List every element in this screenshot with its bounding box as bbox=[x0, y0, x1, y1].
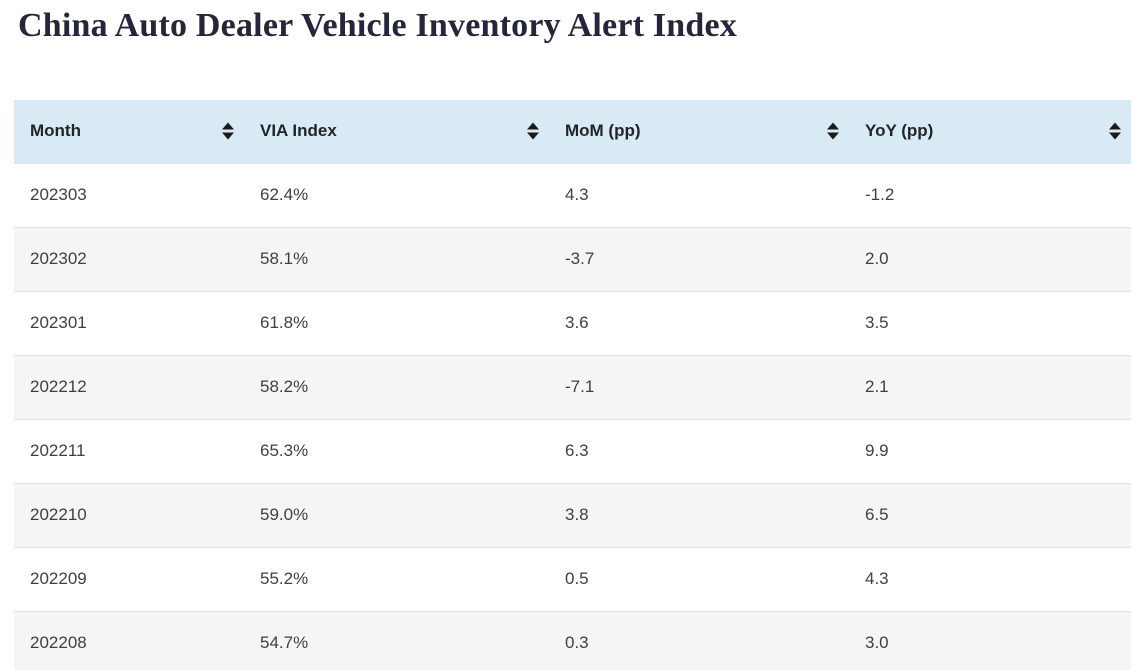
column-header-label: MoM (pp) bbox=[565, 121, 641, 141]
cell-month: 202303 bbox=[14, 162, 244, 227]
cell-mom_pp: -3.7 bbox=[549, 226, 849, 291]
sort-up-arrow bbox=[1109, 122, 1121, 130]
table-row: 202212 58.2% -7.1 2.1 bbox=[14, 354, 1131, 419]
cell-via_index: 65.3% bbox=[244, 418, 549, 483]
sort-down-arrow bbox=[222, 132, 234, 140]
table-header-row: Month VIA Index MoM (pp) YoY (pp) bbox=[14, 100, 1131, 163]
page-title: China Auto Dealer Vehicle Inventory Aler… bbox=[18, 7, 738, 44]
column-header-label: YoY (pp) bbox=[865, 121, 934, 141]
sort-up-arrow bbox=[827, 122, 839, 130]
table-row: 202301 61.8% 3.6 3.5 bbox=[14, 290, 1131, 355]
cell-via_index: 58.1% bbox=[244, 226, 549, 291]
sort-both-icon bbox=[222, 122, 234, 140]
sort-both-icon bbox=[1109, 122, 1121, 140]
sort-down-arrow bbox=[827, 132, 839, 140]
cell-mom_pp: -7.1 bbox=[549, 354, 849, 419]
cell-yoy_pp: 9.9 bbox=[849, 418, 1131, 483]
cell-month: 202211 bbox=[14, 418, 244, 483]
column-header-label: VIA Index bbox=[260, 121, 337, 141]
cell-yoy_pp: 2.0 bbox=[849, 226, 1131, 291]
cell-yoy_pp: 6.5 bbox=[849, 482, 1131, 547]
cell-month: 202212 bbox=[14, 354, 244, 419]
cell-month: 202301 bbox=[14, 290, 244, 355]
table-row: 202208 54.7% 0.3 3.0 bbox=[14, 610, 1131, 670]
cell-mom_pp: 3.6 bbox=[549, 290, 849, 355]
cell-month: 202208 bbox=[14, 610, 244, 670]
cell-yoy_pp: 3.0 bbox=[849, 610, 1131, 670]
sort-up-arrow bbox=[222, 122, 234, 130]
inventory-alert-table: Month VIA Index MoM (pp) YoY (pp) 202303 62.… bbox=[14, 100, 1131, 670]
column-header-mom_pp[interactable]: MoM (pp) bbox=[549, 100, 849, 163]
cell-via_index: 61.8% bbox=[244, 290, 549, 355]
cell-mom_pp: 6.3 bbox=[549, 418, 849, 483]
cell-yoy_pp: 2.1 bbox=[849, 354, 1131, 419]
table-row: 202211 65.3% 6.3 9.9 bbox=[14, 418, 1131, 483]
cell-mom_pp: 3.8 bbox=[549, 482, 849, 547]
cell-month: 202210 bbox=[14, 482, 244, 547]
table-row: 202209 55.2% 0.5 4.3 bbox=[14, 546, 1131, 611]
column-header-label: Month bbox=[30, 121, 81, 141]
table-row: 202210 59.0% 3.8 6.5 bbox=[14, 482, 1131, 547]
cell-yoy_pp: 4.3 bbox=[849, 546, 1131, 611]
cell-via_index: 54.7% bbox=[244, 610, 549, 670]
cell-yoy_pp: -1.2 bbox=[849, 162, 1131, 227]
sort-both-icon bbox=[827, 122, 839, 140]
table-body: 202303 62.4% 4.3 -1.2 202302 58.1% -3.7 2.0 2023… bbox=[14, 162, 1131, 670]
cell-month: 202209 bbox=[14, 546, 244, 611]
cell-via_index: 55.2% bbox=[244, 546, 549, 611]
column-header-via_index[interactable]: VIA Index bbox=[244, 100, 549, 163]
cell-via_index: 62.4% bbox=[244, 162, 549, 227]
sort-up-arrow bbox=[527, 122, 539, 130]
sort-down-arrow bbox=[1109, 132, 1121, 140]
cell-via_index: 59.0% bbox=[244, 482, 549, 547]
cell-mom_pp: 0.5 bbox=[549, 546, 849, 611]
sort-both-icon bbox=[527, 122, 539, 140]
cell-via_index: 58.2% bbox=[244, 354, 549, 419]
table-row: 202303 62.4% 4.3 -1.2 bbox=[14, 162, 1131, 227]
column-header-month[interactable]: Month bbox=[14, 100, 244, 163]
cell-month: 202302 bbox=[14, 226, 244, 291]
column-header-yoy_pp[interactable]: YoY (pp) bbox=[849, 100, 1131, 163]
table-header: Month VIA Index MoM (pp) YoY (pp) bbox=[14, 100, 1131, 163]
cell-yoy_pp: 3.5 bbox=[849, 290, 1131, 355]
table-row: 202302 58.1% -3.7 2.0 bbox=[14, 226, 1131, 291]
cell-mom_pp: 0.3 bbox=[549, 610, 849, 670]
cell-mom_pp: 4.3 bbox=[549, 162, 849, 227]
sort-down-arrow bbox=[527, 132, 539, 140]
